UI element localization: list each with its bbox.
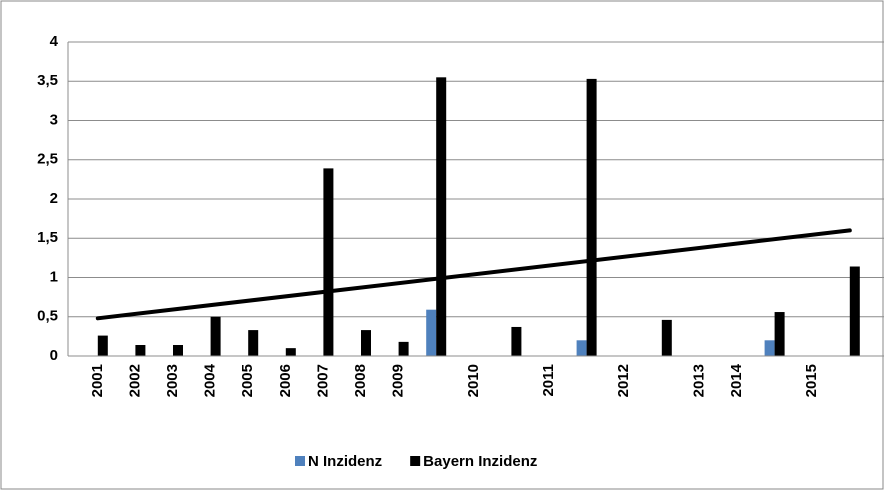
x-tick-label: 2003 [164, 364, 181, 397]
y-tick-label: 1,5 [37, 229, 58, 246]
y-tick-label: 1 [50, 268, 58, 285]
bar [576, 340, 587, 356]
legend-swatch [410, 456, 421, 466]
legend-swatch [295, 456, 305, 466]
bar [173, 345, 183, 356]
bar [436, 77, 447, 356]
x-tick-label: 2011 [540, 364, 557, 397]
bar [97, 335, 108, 356]
bar [849, 266, 860, 356]
bar [511, 326, 522, 356]
trendline [95, 228, 852, 321]
legend-label: Bayern Inzidenz [423, 453, 537, 470]
bar [764, 340, 775, 356]
y-tick-label: 0 [50, 347, 58, 364]
x-tick-label: 2012 [615, 364, 632, 397]
bar [135, 345, 146, 356]
legend-label: N Inzidenz [308, 453, 382, 470]
x-tick-label: 2002 [126, 364, 143, 397]
y-tick-label: 4 [50, 33, 59, 50]
x-tick-label: 2010 [465, 364, 482, 397]
x-tick-label: 2005 [239, 364, 256, 397]
y-tick-label: 3,5 [37, 72, 58, 89]
x-tick-label: 2015 [803, 364, 820, 397]
bar [323, 168, 334, 356]
bar [661, 319, 672, 356]
x-tick-label: 2009 [390, 364, 407, 397]
y-tick-label: 3 [50, 111, 58, 128]
bar [210, 316, 221, 356]
x-tick-label: 2004 [202, 363, 219, 397]
x-tick-label: 2006 [277, 364, 294, 397]
y-tick-label: 0,5 [37, 308, 58, 325]
bar [361, 330, 371, 356]
bar [774, 312, 785, 356]
bar [426, 309, 437, 356]
x-tick-label: 2013 [690, 364, 707, 397]
y-tick-label: 2 [50, 190, 58, 207]
x-tick-label: 2008 [352, 364, 369, 397]
bar [586, 78, 597, 357]
x-tick-label: 2014 [728, 363, 745, 397]
x-tick-label: 2007 [314, 364, 331, 397]
bar [248, 330, 259, 356]
x-tick-label: 2001 [89, 364, 106, 397]
bar [398, 341, 409, 356]
bar [285, 348, 296, 356]
y-tick-label: 2,5 [37, 151, 58, 168]
